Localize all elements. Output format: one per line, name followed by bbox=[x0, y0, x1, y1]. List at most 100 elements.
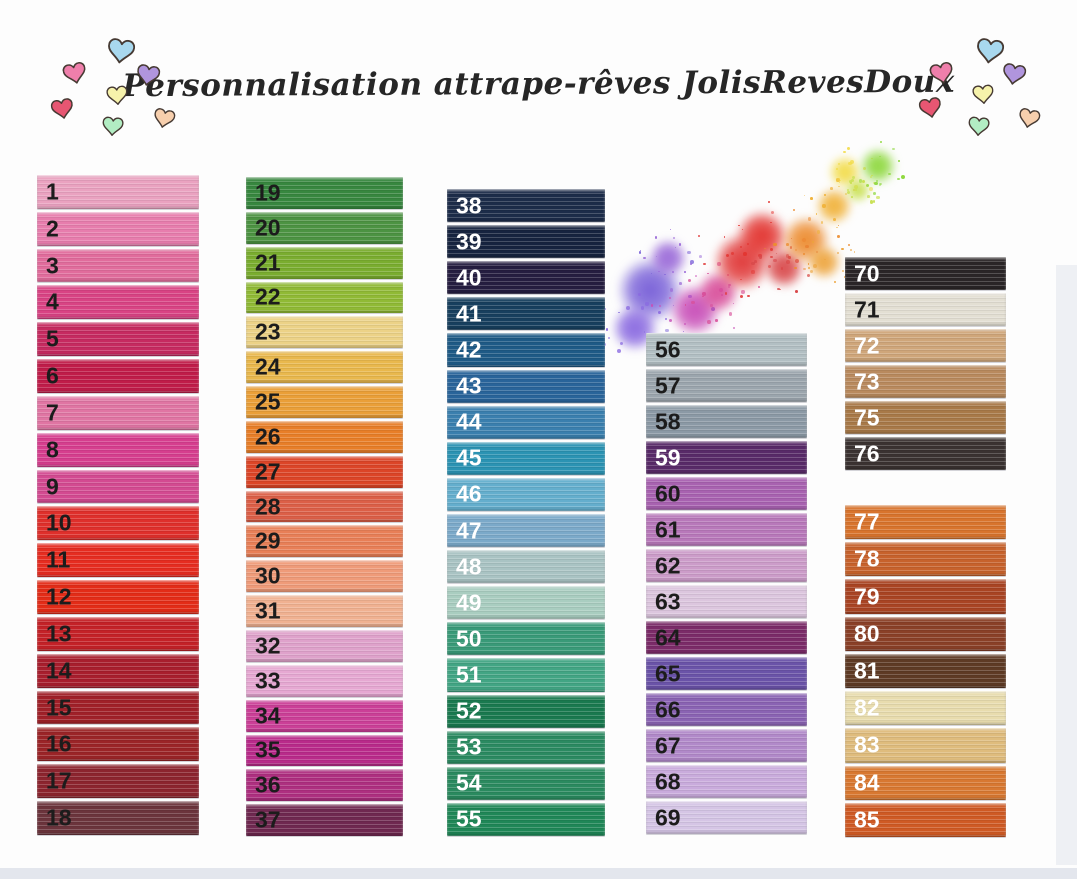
paint-speck bbox=[804, 195, 805, 196]
swatch-number: 65 bbox=[655, 662, 681, 685]
swatch-row-76: 76 bbox=[845, 437, 1006, 470]
swatch-row-81: 81 bbox=[845, 654, 1006, 688]
swatch-number: 76 bbox=[854, 442, 880, 465]
paint-speck bbox=[824, 194, 825, 195]
swatch-number: 77 bbox=[854, 511, 880, 534]
swatch-number: 72 bbox=[854, 334, 880, 357]
swatch-row-60: 60 bbox=[646, 477, 807, 510]
peach-heart-icon bbox=[1015, 107, 1041, 136]
paint-speck bbox=[841, 248, 844, 251]
swatch-number: 18 bbox=[46, 806, 72, 829]
paint-speck bbox=[608, 337, 610, 339]
yellow-heart-icon bbox=[971, 84, 994, 110]
swatch-number: 19 bbox=[255, 181, 281, 204]
swatch-number: 32 bbox=[255, 634, 281, 657]
paint-speck bbox=[854, 251, 856, 253]
swatch-number: 80 bbox=[854, 622, 880, 645]
paint-speck bbox=[812, 241, 814, 243]
paint-speck bbox=[901, 175, 905, 179]
page-title: Personnalisation attrape-rêves JolisReve… bbox=[0, 63, 1077, 105]
paint-speck bbox=[874, 182, 877, 185]
paint-speck bbox=[847, 147, 850, 150]
swatch-number: 47 bbox=[456, 519, 482, 542]
swatch-row-19: 19 bbox=[246, 177, 403, 209]
swatch-row-68: 68 bbox=[646, 765, 807, 798]
paint-speck bbox=[759, 255, 762, 258]
paint-speck bbox=[655, 236, 657, 238]
peach-heart-icon bbox=[150, 107, 176, 136]
swatch-row-62: 62 bbox=[646, 549, 807, 582]
paint-speck bbox=[684, 323, 686, 325]
swatch-row-83: 83 bbox=[845, 728, 1006, 762]
swatch-row-38: 38 bbox=[447, 189, 605, 222]
swatch-number: 81 bbox=[854, 659, 880, 682]
swatch-row-71: 71 bbox=[845, 293, 1006, 326]
paint-speck bbox=[873, 200, 876, 203]
swatch-row-3: 3 bbox=[37, 249, 199, 283]
swatch-number: 58 bbox=[655, 410, 681, 433]
swatch-number: 12 bbox=[46, 586, 72, 609]
paint-speck bbox=[715, 319, 717, 321]
page-bottom-strip bbox=[0, 868, 1077, 879]
paint-speck bbox=[839, 182, 840, 183]
paint-speck bbox=[764, 248, 765, 249]
swatch-row-37: 37 bbox=[246, 804, 403, 836]
swatch-row-47: 47 bbox=[447, 514, 605, 547]
swatch-number: 57 bbox=[655, 374, 681, 397]
swatch-number: 33 bbox=[255, 669, 281, 692]
swatch-number: 30 bbox=[255, 565, 281, 588]
paint-speck bbox=[803, 268, 805, 270]
swatch-row-44: 44 bbox=[447, 406, 605, 439]
paint-blob bbox=[806, 244, 842, 280]
swatch-row-82: 82 bbox=[845, 691, 1006, 725]
swatch-number: 1 bbox=[46, 180, 59, 203]
blue-heart-icon bbox=[105, 37, 136, 71]
swatch-row-20: 20 bbox=[246, 212, 403, 244]
swatch-row-30: 30 bbox=[246, 560, 403, 592]
paint-speck bbox=[813, 264, 817, 268]
swatch-number: 83 bbox=[854, 734, 880, 757]
swatch-row-18: 18 bbox=[37, 801, 199, 835]
swatch-number: 67 bbox=[655, 734, 681, 757]
swatch-number: 10 bbox=[46, 512, 72, 535]
swatch-row-49: 49 bbox=[447, 586, 605, 619]
swatch-row-12: 12 bbox=[37, 580, 199, 614]
paint-speck bbox=[867, 195, 870, 198]
paint-speck bbox=[747, 295, 749, 297]
swatch-number: 16 bbox=[46, 733, 72, 756]
swatch-number: 24 bbox=[255, 356, 281, 379]
swatch-column-70-76: 70 71 72 73 75 76 bbox=[845, 257, 1006, 470]
swatch-column-1-18: 1 2 3 4 5 6 7 8 9 10 11 12 13 14 15 16 17 18 bbox=[37, 175, 199, 835]
swatch-row-66: 66 bbox=[646, 693, 807, 726]
swatch-row-41: 41 bbox=[447, 297, 605, 330]
swatch-number: 5 bbox=[46, 328, 59, 351]
paint-speck bbox=[710, 304, 713, 307]
swatch-row-34: 34 bbox=[246, 700, 403, 732]
paint-speck bbox=[698, 235, 700, 237]
paint-speck bbox=[754, 260, 757, 263]
swatch-number: 56 bbox=[655, 338, 681, 361]
paint-speck bbox=[840, 180, 841, 181]
swatch-number: 44 bbox=[456, 411, 482, 434]
paint-speck bbox=[641, 306, 644, 309]
paint-speck bbox=[651, 273, 652, 274]
paint-speck bbox=[751, 270, 754, 273]
swatch-number: 45 bbox=[456, 447, 482, 470]
paint-speck bbox=[733, 327, 735, 329]
paint-speck bbox=[837, 235, 840, 238]
swatch-number: 4 bbox=[46, 291, 59, 314]
swatch-number: 63 bbox=[655, 590, 681, 613]
swatch-number: 28 bbox=[255, 495, 281, 518]
paint-speck bbox=[862, 180, 865, 183]
swatch-number: 38 bbox=[456, 194, 482, 217]
purple-heart-icon bbox=[133, 63, 160, 93]
swatch-number: 43 bbox=[456, 375, 482, 398]
swatch-row-24: 24 bbox=[246, 351, 403, 383]
paint-speck bbox=[838, 225, 839, 226]
blue-heart-icon bbox=[974, 37, 1005, 71]
swatch-row-75: 75 bbox=[845, 401, 1006, 434]
yellow-heart-icon bbox=[105, 85, 128, 111]
swatch-number: 71 bbox=[854, 298, 880, 321]
paint-speck bbox=[679, 243, 681, 245]
purple-heart-icon bbox=[999, 62, 1026, 92]
